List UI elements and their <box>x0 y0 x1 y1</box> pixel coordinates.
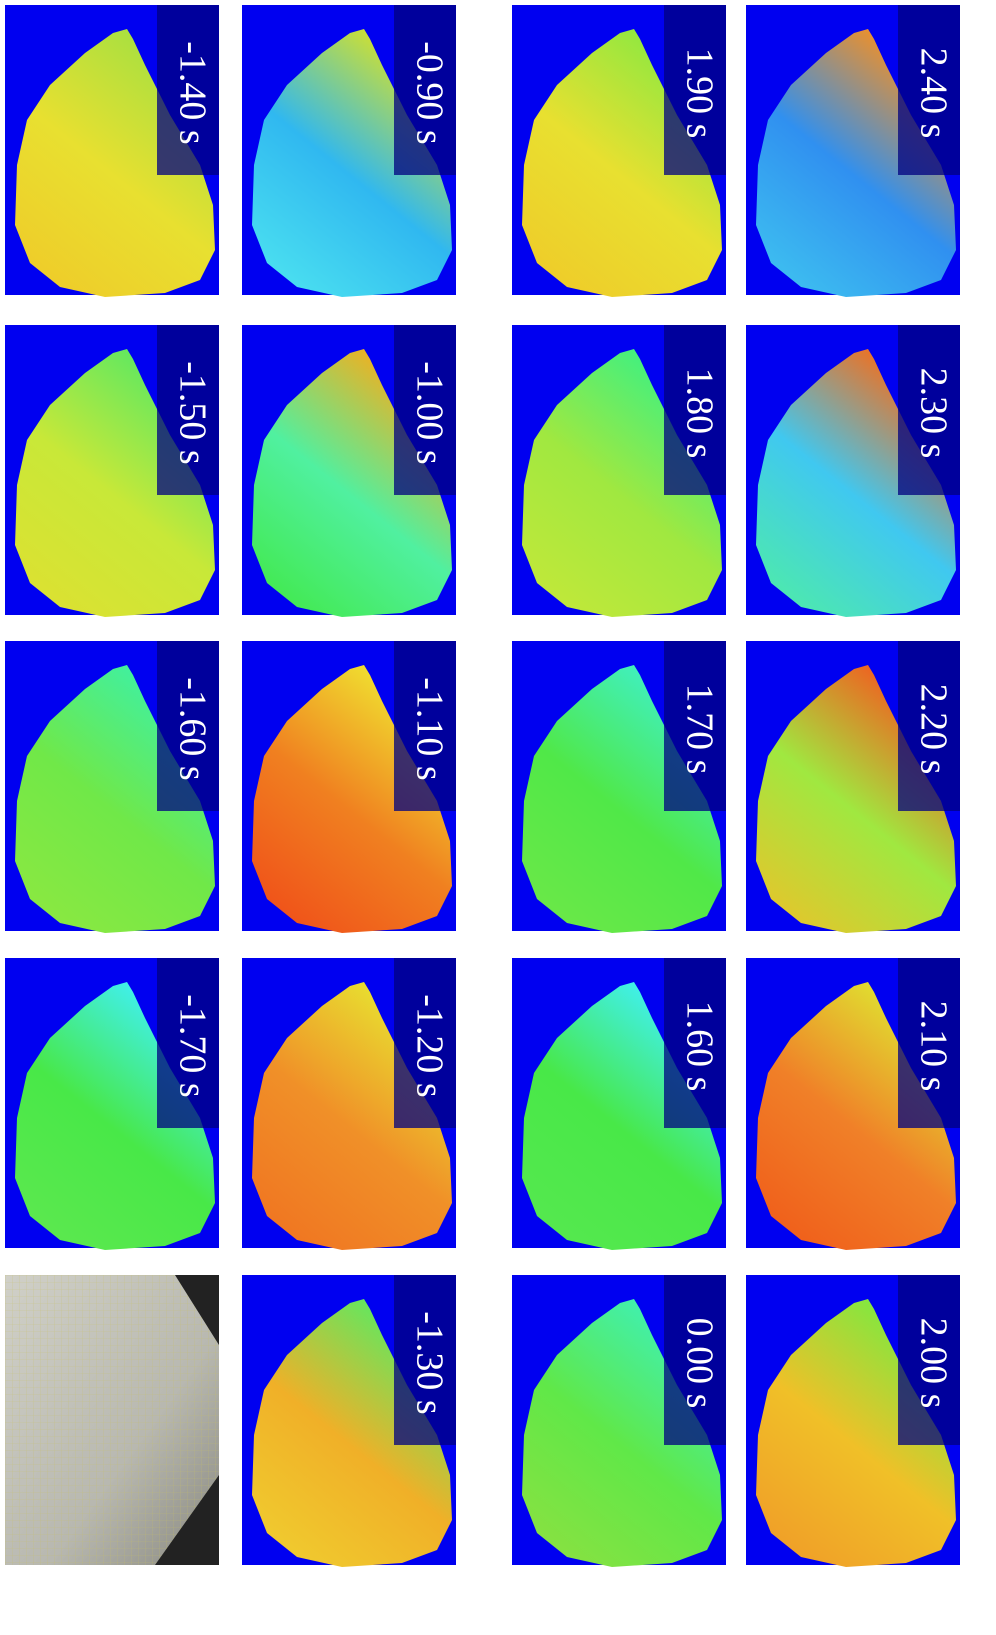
panel: 1.90 s <box>512 5 726 297</box>
time-label: -1.70 s <box>171 994 213 1097</box>
panel: 0.00 s <box>512 1275 726 1567</box>
time-label: -1.10 s <box>408 677 450 780</box>
panel: 1.70 s <box>512 641 726 933</box>
panel: -1.10 s <box>242 641 456 933</box>
time-label: -1.40 s <box>171 41 213 144</box>
panel: 2.10 s <box>746 958 960 1250</box>
time-label: 2.00 s <box>912 1318 954 1409</box>
page: -1.40 s -1.50 s -1.60 s -1.70 s -0.90 s -1.00… <box>0 0 996 1635</box>
time-label: -1.60 s <box>171 677 213 780</box>
time-label: 2.10 s <box>912 1001 954 1092</box>
panel: -1.40 s <box>5 5 219 297</box>
panel <box>5 1275 219 1565</box>
panel: 2.20 s <box>746 641 960 933</box>
panel: -1.50 s <box>5 325 219 617</box>
time-label: 2.40 s <box>912 48 954 139</box>
panel: -1.60 s <box>5 641 219 933</box>
time-label: -1.20 s <box>408 994 450 1097</box>
time-label: 1.60 s <box>678 1001 720 1092</box>
panel: 2.40 s <box>746 5 960 297</box>
panel: -1.00 s <box>242 325 456 617</box>
time-label: 1.80 s <box>678 368 720 459</box>
panel: -1.30 s <box>242 1275 456 1567</box>
panel: 2.30 s <box>746 325 960 617</box>
time-label: -1.50 s <box>171 361 213 464</box>
time-label: -1.00 s <box>408 361 450 464</box>
time-label: 1.70 s <box>678 684 720 775</box>
figure: -1.40 s -1.50 s -1.60 s -1.70 s -0.90 s -1.00… <box>0 0 996 1635</box>
time-label: -0.90 s <box>408 41 450 144</box>
time-label: 2.30 s <box>912 368 954 459</box>
panel: -1.20 s <box>242 958 456 1250</box>
panel: 1.80 s <box>512 325 726 617</box>
time-label: 0.00 s <box>678 1318 720 1409</box>
panel: 2.00 s <box>746 1275 960 1567</box>
panel: -0.90 s <box>242 5 456 297</box>
time-label: -1.30 s <box>408 1311 450 1414</box>
time-label: 1.90 s <box>678 48 720 139</box>
panel: -1.70 s <box>5 958 219 1250</box>
time-label: 2.20 s <box>912 684 954 775</box>
panel: 1.60 s <box>512 958 726 1250</box>
